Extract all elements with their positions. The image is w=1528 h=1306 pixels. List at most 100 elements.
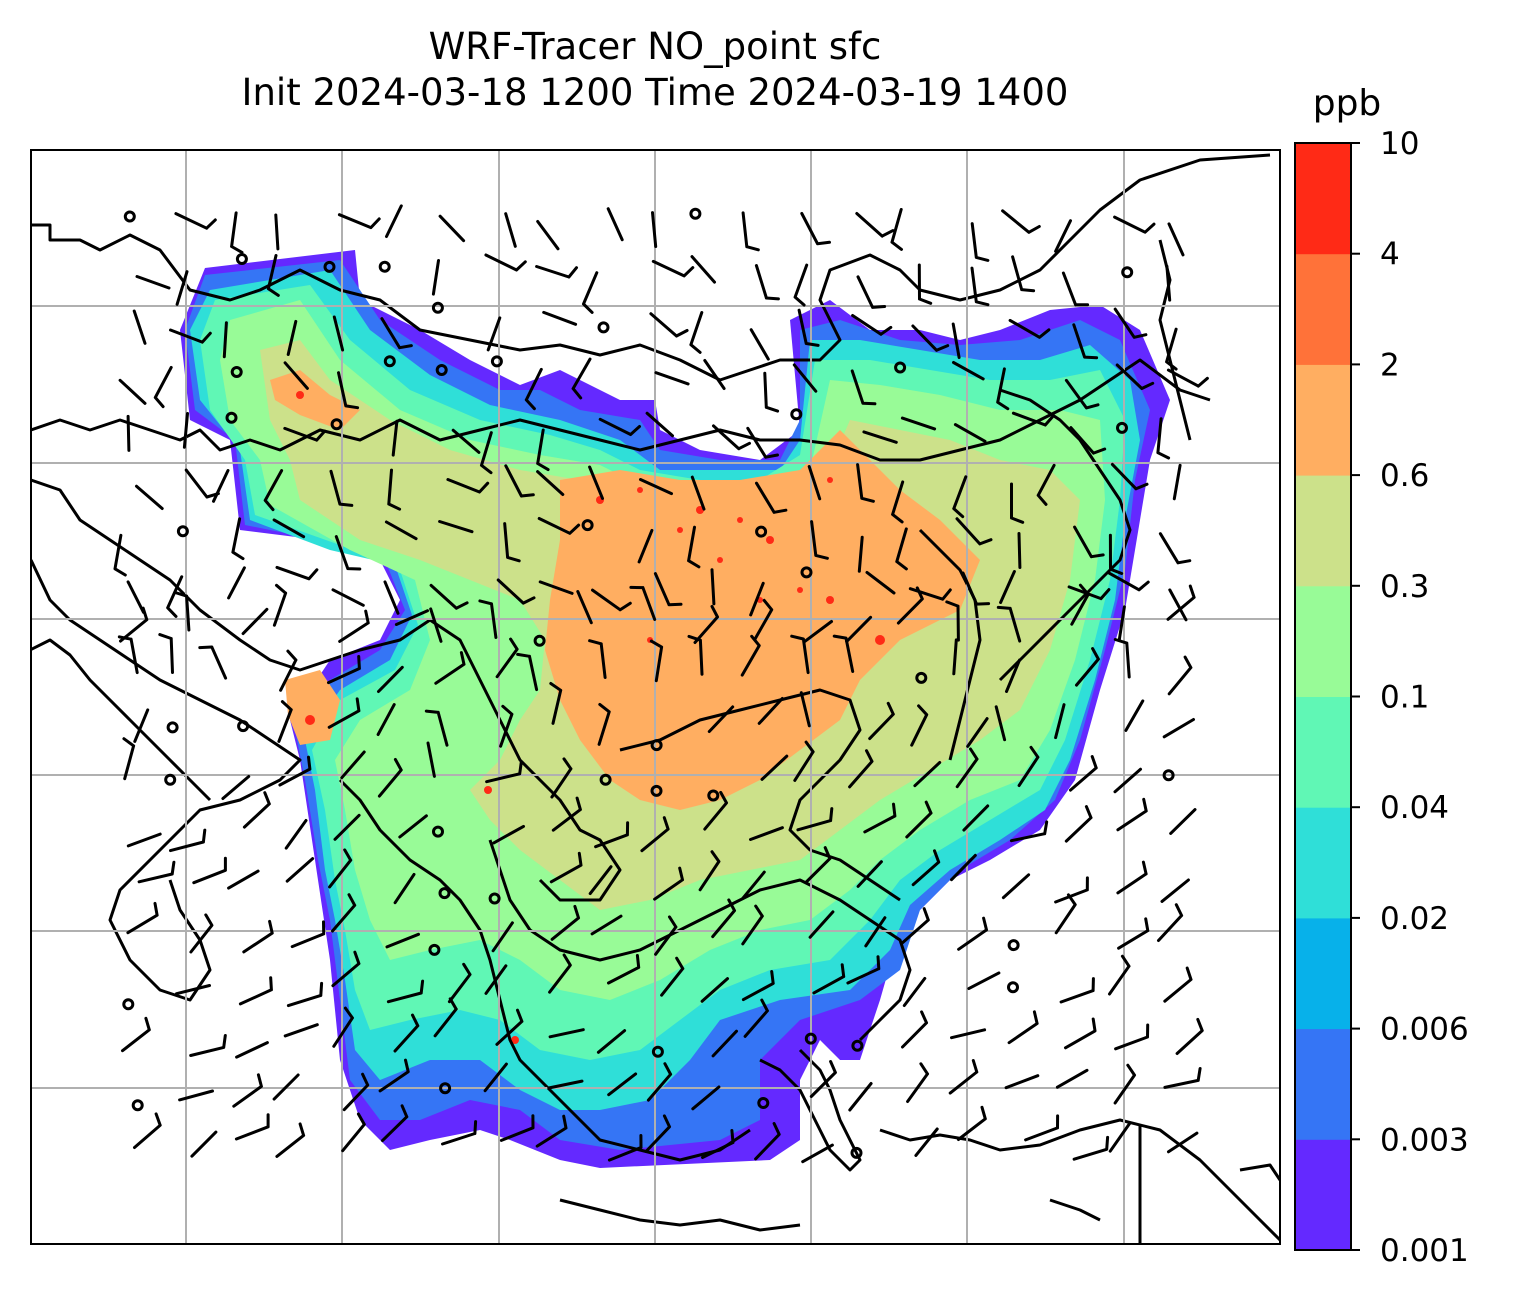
calm-wind-marker	[597, 321, 610, 334]
wind-barb	[451, 428, 481, 454]
wind-barb	[649, 312, 689, 338]
wind-barb	[594, 821, 630, 849]
wind-barb	[588, 639, 607, 679]
wind-barb	[1117, 605, 1126, 642]
wind-barb	[483, 1062, 508, 1093]
wind-barb	[333, 813, 361, 841]
wind-barb	[385, 932, 420, 949]
wind-barb	[590, 914, 623, 936]
wind-barb	[950, 853, 977, 882]
field-band-orange-gulf	[285, 670, 340, 745]
wind-barb	[263, 469, 284, 512]
wind-barb	[340, 750, 366, 780]
wind-barb	[441, 1120, 478, 1146]
wind-barb	[1064, 1017, 1097, 1050]
wind-barb	[914, 1127, 939, 1157]
wind-barb	[911, 324, 950, 352]
wind-barb	[1073, 525, 1105, 559]
wind-barb	[549, 851, 583, 884]
wind-barb	[741, 870, 766, 900]
calm-wind-marker	[490, 355, 503, 368]
calm-wind-marker	[230, 366, 243, 378]
wind-barb	[741, 970, 775, 1002]
wind-barb	[337, 371, 360, 410]
wind-barb	[856, 463, 875, 503]
colorbar-ticks: 0.001 0.003 0.006 0.02 0.04 0.1 0.3 0.6 2 4 10	[1351, 126, 1469, 1269]
wind-barb	[329, 469, 354, 507]
calm-wind-marker	[1116, 421, 1128, 434]
wind-barb	[994, 705, 1007, 742]
wind-barb	[1069, 755, 1098, 792]
wind-barb	[504, 464, 535, 498]
wind-barb	[495, 637, 519, 679]
wind-barb	[792, 363, 818, 393]
wind-barb	[332, 315, 345, 352]
wind-barb	[651, 259, 695, 278]
colorbar-tick-label: 0.3	[1380, 569, 1429, 605]
wind-barb	[917, 263, 933, 305]
wind-barb	[945, 600, 960, 642]
wind-barb	[227, 566, 246, 600]
wind-barb	[381, 1104, 409, 1143]
calm-wind-marker	[1121, 266, 1134, 279]
wind-barb	[1172, 463, 1182, 501]
wind-barb	[996, 367, 1010, 411]
wind-barb	[651, 211, 658, 248]
wind-barb	[654, 371, 690, 386]
wind-barb	[524, 367, 543, 411]
colorbar-tick-label: 0.02	[1380, 901, 1449, 937]
wind-barb	[1166, 368, 1209, 388]
wind-barb	[272, 518, 306, 539]
wind-barb	[848, 1082, 873, 1112]
wind-barb	[178, 1089, 214, 1102]
wind-barb	[711, 898, 736, 939]
wind-barb	[121, 1016, 151, 1053]
wind-barb	[550, 757, 573, 799]
wind-barb	[132, 309, 147, 345]
wind-barb	[948, 1059, 979, 1095]
wind-barb	[1036, 463, 1056, 506]
wind-barb	[342, 1072, 370, 1112]
calm-wind-marker	[599, 773, 612, 786]
colorbar-swatch	[1295, 1028, 1351, 1140]
wind-barb	[999, 570, 1016, 604]
wind-barb	[222, 321, 228, 359]
wind-barb	[122, 737, 136, 781]
wind-barb	[231, 517, 245, 561]
wind-barb	[1115, 363, 1155, 390]
wind-barb	[690, 475, 706, 511]
wind-barb	[1116, 860, 1148, 895]
wind-barb	[113, 533, 127, 577]
wind-barb	[1166, 584, 1196, 621]
wind-barb	[896, 586, 924, 625]
calm-wind-marker	[1162, 769, 1175, 782]
calm-wind-marker	[851, 1039, 864, 1052]
wind-barb	[743, 998, 769, 1038]
wind-barb	[1017, 532, 1022, 569]
calm-wind-marker	[428, 943, 441, 956]
wind-barb	[640, 816, 670, 853]
wind-barb	[277, 700, 293, 743]
calm-wind-marker	[122, 998, 135, 1011]
wind-barb	[629, 585, 657, 621]
wind-barb	[547, 1079, 584, 1090]
wind-barb	[133, 708, 150, 743]
wind-barb	[902, 976, 927, 1007]
wind-barb	[857, 535, 864, 573]
wind-barb	[1169, 808, 1197, 835]
wind-barb	[955, 747, 979, 789]
wind-barb	[1008, 318, 1051, 339]
wind-barb	[966, 717, 989, 748]
wind-barb	[486, 316, 502, 352]
wind-barb	[536, 428, 550, 472]
wind-barb	[856, 275, 887, 309]
wind-barb	[429, 607, 443, 643]
wind-barb	[1163, 1067, 1202, 1089]
wind-barb	[504, 212, 517, 248]
title-line-1: WRF-Tracer NO_point sfc	[428, 25, 882, 68]
calm-wind-marker	[435, 364, 448, 376]
calm-wind-marker	[1007, 939, 1020, 952]
wind-barb	[687, 525, 701, 569]
wind-barb	[606, 207, 624, 242]
wind-barb	[334, 535, 362, 571]
